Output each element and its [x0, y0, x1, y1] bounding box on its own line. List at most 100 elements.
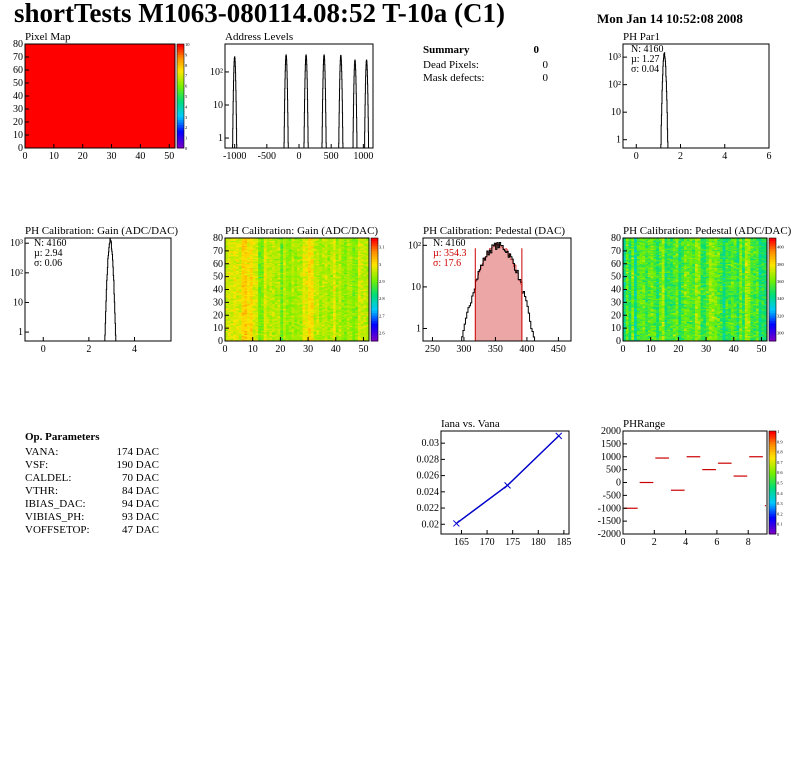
heatmap-cell — [255, 253, 259, 256]
heatmap-cell — [352, 249, 356, 252]
heatmap-cell — [283, 294, 287, 297]
heatmap-cell — [634, 299, 638, 302]
heatmap-cell — [244, 306, 248, 308]
heatmap-cell — [285, 243, 289, 245]
heatmap-cell — [341, 322, 345, 325]
heatmap-cell — [299, 324, 303, 326]
heatmap-cell — [244, 333, 248, 335]
heatmap-cell — [269, 265, 273, 267]
heatmap-cell — [252, 310, 256, 312]
heatmap-cell — [244, 247, 248, 249]
heatmap-cell — [294, 239, 298, 241]
heatmap-cell — [313, 271, 317, 274]
heatmap-cell — [233, 331, 237, 334]
heatmap-cell — [360, 257, 364, 259]
heatmap-cell — [244, 252, 248, 254]
heatmap-cell — [225, 307, 229, 310]
heatmap-cell — [249, 281, 253, 284]
heatmap-cell — [294, 315, 298, 317]
heatmap-cell — [335, 254, 339, 257]
heatmap-cell — [247, 256, 251, 258]
heatmap-cell — [230, 337, 234, 339]
heatmap-cell — [313, 265, 317, 267]
heatmap-cell — [366, 311, 370, 313]
heatmap-cell — [366, 286, 370, 289]
summary-value: 0 — [542, 59, 549, 71]
heatmap-cell — [321, 249, 325, 252]
heatmap-cell — [274, 298, 278, 301]
heatmap-cell — [299, 248, 303, 250]
heatmap-cell — [288, 249, 292, 252]
heatmap-cell — [288, 288, 292, 290]
heatmap-cell — [625, 239, 629, 241]
colorbar-segment — [371, 330, 378, 334]
heatmap-cell — [236, 239, 240, 241]
heatmap-cell — [357, 335, 361, 338]
heatmap-cell — [230, 322, 234, 325]
heatmap-cell — [288, 328, 292, 330]
heatmap-cell — [269, 329, 273, 331]
heatmap-cell — [299, 290, 303, 293]
heatmap-cell — [330, 257, 334, 259]
colorbar-segment — [371, 268, 378, 272]
heatmap-cell — [330, 286, 334, 289]
heatmap-cell — [321, 338, 325, 341]
heatmap-cell — [297, 334, 301, 337]
heatmap-cell — [316, 263, 320, 266]
heatmap-cell — [335, 298, 339, 301]
heatmap-cell — [360, 337, 364, 339]
heatmap-cell — [241, 303, 245, 306]
heatmap-cell — [349, 262, 353, 265]
heatmap-cell — [269, 243, 273, 245]
heatmap-cell — [269, 252, 273, 254]
heatmap-cell — [636, 268, 640, 271]
heatmap-cell — [288, 268, 292, 271]
heatmap-cell — [355, 301, 359, 303]
heatmap-cell — [344, 307, 348, 310]
heatmap-cell — [238, 313, 242, 316]
heatmap-cell — [272, 297, 276, 299]
heatmap-cell — [283, 288, 287, 290]
heatmap-cell — [321, 320, 325, 322]
heatmap-cell — [283, 281, 287, 284]
heatmap-cell — [313, 249, 317, 252]
heatmap-cell — [294, 275, 298, 277]
heatmap-cell — [625, 304, 629, 307]
heatmap-cell — [299, 297, 303, 299]
heatmap-cell — [628, 325, 632, 328]
heatmap-cell — [319, 284, 323, 286]
heatmap-cell — [360, 266, 364, 268]
heatmap-cell — [631, 292, 635, 294]
heatmap-cell — [236, 256, 240, 258]
heatmap-cell — [316, 297, 320, 299]
heatmap-cell — [305, 313, 309, 316]
heatmap-cell — [352, 265, 356, 267]
heatmap-cell — [288, 265, 292, 267]
heatmap-cell — [266, 325, 270, 328]
heatmap-cell — [252, 276, 256, 279]
heatmap-cell — [310, 272, 314, 275]
heatmap-cell — [255, 265, 259, 267]
heatmap-cell — [313, 303, 317, 306]
heatmap-cell — [255, 290, 259, 293]
heatmap-cell — [352, 283, 356, 285]
heatmap-cell — [227, 259, 231, 262]
heatmap-cell — [269, 280, 273, 283]
heatmap-cell — [291, 270, 295, 272]
heatmap-cell — [363, 298, 367, 301]
heatmap-cell — [241, 312, 245, 315]
heatmap-cell — [291, 258, 295, 261]
heatmap-cell — [227, 254, 231, 257]
heatmap-cell — [313, 290, 317, 293]
heatmap-cell — [261, 249, 265, 252]
heatmap-cell — [634, 268, 638, 271]
heatmap-cell — [623, 330, 627, 333]
heatmap-cell — [639, 289, 643, 292]
heatmap-cell — [247, 289, 251, 292]
heatmap-cell — [283, 310, 287, 312]
heatmap-cell — [266, 331, 270, 334]
heatmap-cell — [305, 290, 309, 293]
heatmap-cell — [333, 321, 337, 324]
heatmap-cell — [355, 285, 359, 288]
heatmap-cell — [233, 262, 237, 265]
